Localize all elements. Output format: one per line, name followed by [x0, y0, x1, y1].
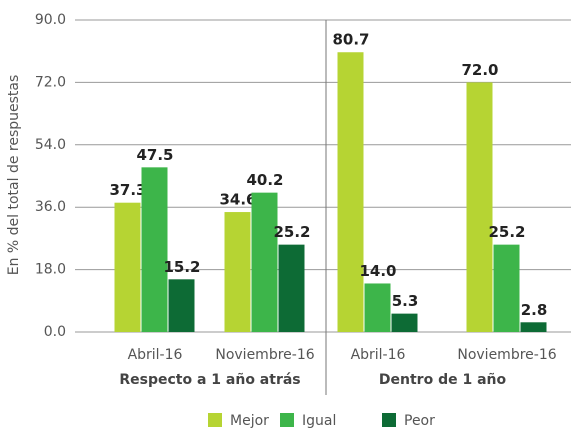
x-tick-label: Abril-16 — [351, 347, 406, 363]
value-label: 47.5 — [136, 146, 173, 164]
y-tick-label: 90.0 — [35, 12, 66, 28]
y-tick-label: 36.0 — [35, 199, 66, 215]
bar — [493, 244, 520, 332]
value-label: 25.2 — [488, 223, 525, 241]
bar — [141, 167, 168, 332]
bar — [364, 283, 391, 332]
bar — [224, 212, 251, 332]
x-tick-label: Noviembre-16 — [215, 347, 314, 363]
bar — [251, 192, 278, 332]
y-tick-label: 72.0 — [35, 74, 66, 90]
value-label: 2.8 — [521, 301, 548, 319]
legend-swatch — [280, 413, 294, 427]
legend-label: Igual — [302, 413, 336, 429]
legend-label: Mejor — [230, 413, 269, 429]
value-label: 80.7 — [332, 31, 369, 49]
group-label: Dentro de 1 año — [379, 372, 507, 388]
y-tick-label: 54.0 — [35, 137, 66, 153]
group-label: Respecto a 1 año atrás — [119, 372, 300, 388]
value-label: 14.0 — [359, 262, 396, 280]
value-label: 15.2 — [163, 258, 200, 276]
value-label: 25.2 — [273, 223, 310, 241]
y-tick-label: 0.0 — [44, 324, 66, 340]
bar — [466, 82, 493, 333]
legend-label: Peor — [404, 413, 435, 429]
value-label: 34.6 — [219, 191, 256, 209]
x-tick-label: Abril-16 — [128, 347, 183, 363]
bar — [520, 322, 547, 332]
bar — [337, 52, 364, 333]
value-label: 40.2 — [246, 171, 283, 189]
value-label: 72.0 — [461, 61, 498, 79]
x-tick-label: Noviembre-16 — [457, 347, 556, 363]
y-axis-label: En % del total de respuestas — [6, 75, 22, 276]
y-tick-label: 18.0 — [35, 262, 66, 278]
bar — [168, 279, 195, 332]
legend-swatch — [208, 413, 222, 427]
bar — [278, 244, 305, 332]
bar — [391, 313, 418, 332]
value-label: 37.3 — [109, 181, 146, 199]
bar — [114, 202, 141, 332]
legend-swatch — [382, 413, 396, 427]
value-label: 5.3 — [392, 292, 419, 310]
